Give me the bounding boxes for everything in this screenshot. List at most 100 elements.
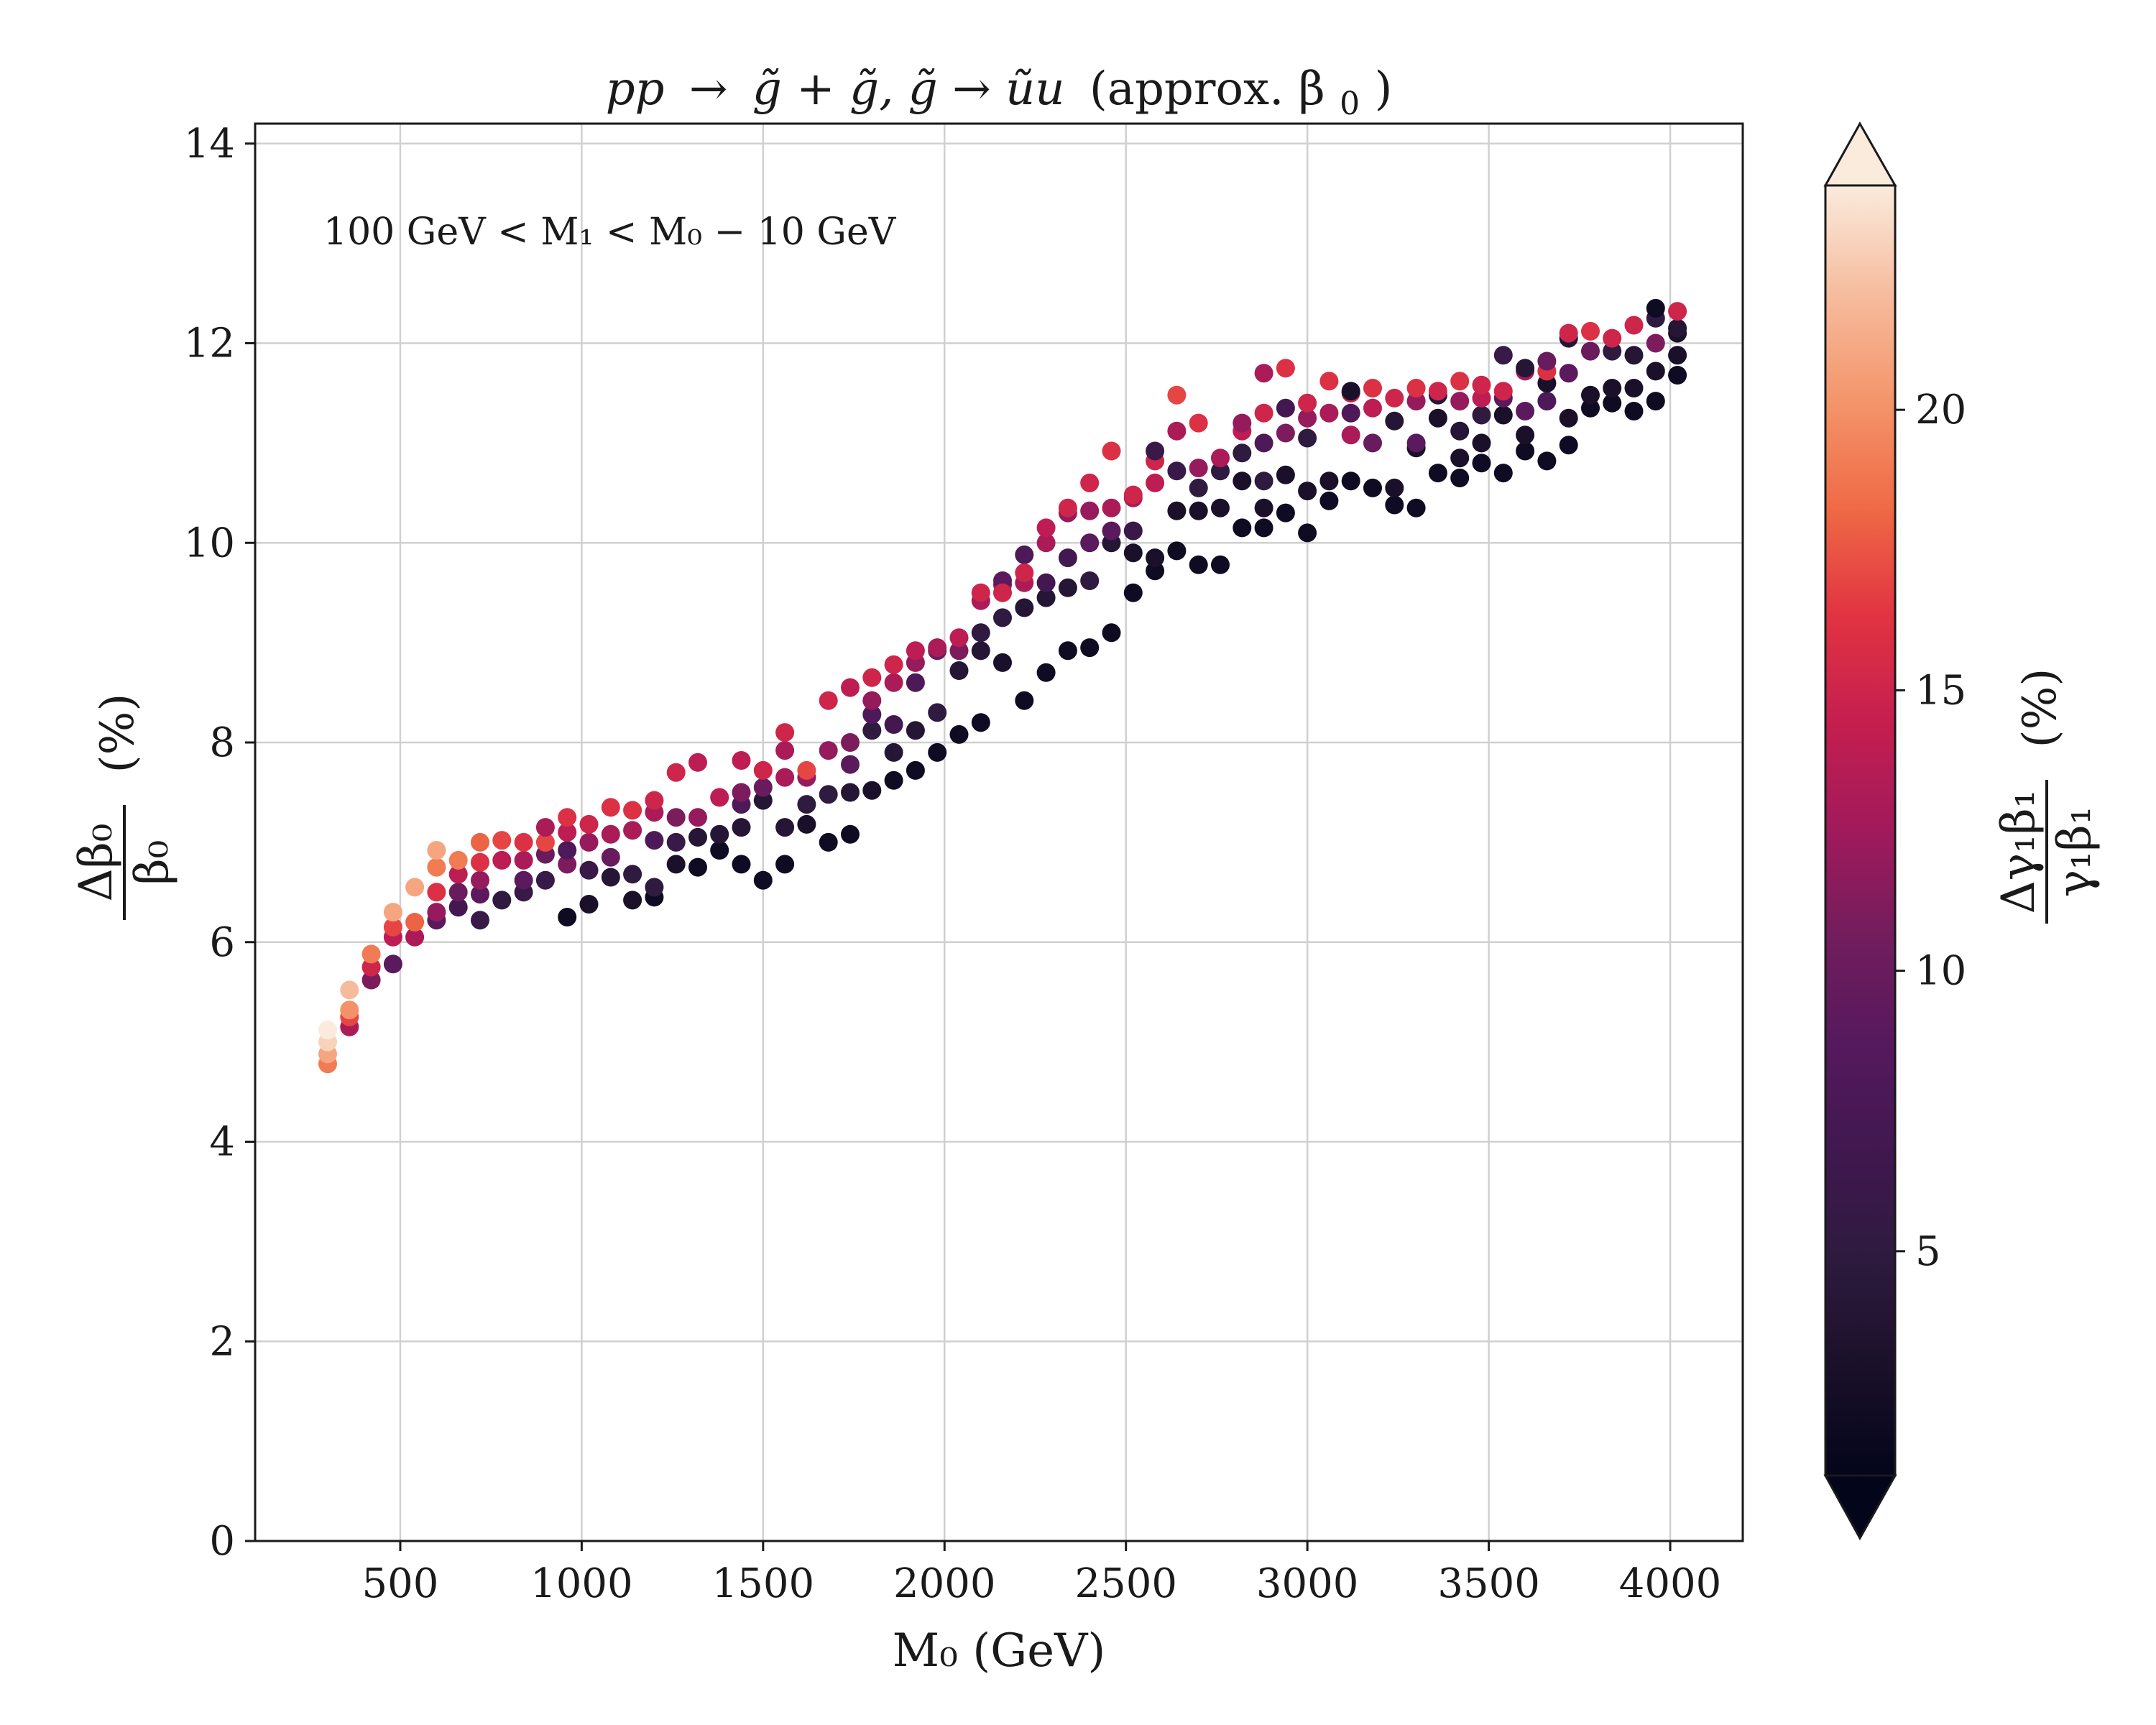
data-point	[361, 970, 381, 990]
data-point	[971, 623, 990, 643]
x-tick-label: 2500	[1074, 1560, 1177, 1607]
data-point	[1189, 555, 1208, 574]
data-point	[1516, 441, 1535, 461]
data-point	[623, 821, 642, 840]
data-point	[993, 653, 1012, 672]
data-point	[1450, 469, 1470, 487]
data-point	[1668, 346, 1687, 365]
data-point	[1036, 573, 1056, 592]
colorbar-extend-top	[1823, 121, 1897, 187]
data-point	[1233, 413, 1252, 433]
data-point	[427, 841, 446, 860]
x-tick-label: 3000	[1256, 1560, 1359, 1607]
data-point	[753, 870, 773, 890]
data-point	[1428, 464, 1447, 483]
y-axis-title-den: β₀	[126, 840, 179, 886]
data-point	[1189, 501, 1208, 520]
data-point	[1537, 351, 1557, 371]
data-point	[841, 755, 860, 774]
data-point	[1146, 441, 1165, 461]
y-tick-label: 6	[209, 919, 235, 966]
data-point	[841, 783, 860, 802]
data-point	[1559, 364, 1578, 383]
data-point	[383, 903, 402, 922]
data-point	[949, 628, 969, 648]
data-point	[1646, 362, 1665, 381]
data-point	[666, 763, 686, 782]
data-point	[1341, 382, 1360, 401]
colorbar-title-num: Δγ₁β₁	[1992, 790, 2045, 914]
data-point	[710, 788, 729, 807]
data-point	[1254, 433, 1273, 453]
data-point	[1167, 461, 1187, 481]
data-point	[841, 733, 860, 752]
data-point	[1385, 411, 1404, 431]
data-point	[1363, 433, 1382, 453]
data-point	[732, 783, 751, 802]
y-tick-label: 10	[184, 520, 235, 566]
data-point	[775, 741, 795, 760]
annotation: 100 GeV < M₁ < M₀ − 10 GeV	[323, 211, 897, 254]
data-point	[688, 857, 707, 877]
data-point	[1559, 436, 1578, 455]
data-point	[1211, 461, 1230, 481]
y-axis-title: Δβ₀ β₀ (%)	[70, 694, 179, 920]
data-point	[775, 818, 795, 837]
data-point	[1450, 372, 1470, 391]
data-point	[819, 785, 838, 804]
data-point	[1472, 454, 1491, 473]
data-point	[993, 608, 1012, 627]
data-point	[971, 713, 990, 732]
data-point	[862, 781, 882, 800]
data-point	[1493, 382, 1513, 401]
data-point	[1036, 663, 1056, 682]
colorbar-ticks: 5 10 15 20	[1895, 387, 1966, 1275]
data-point	[1276, 398, 1295, 418]
chart-title: pp → g̃ + g̃, g̃ → ũu (approx. β 0 )	[606, 63, 1393, 126]
data-point	[862, 705, 882, 724]
data-point	[1080, 571, 1100, 590]
data-point	[361, 957, 381, 977]
data-point	[558, 823, 577, 842]
data-point	[1036, 533, 1056, 553]
data-points	[318, 298, 1687, 1074]
data-point	[732, 751, 751, 770]
x-axis: 500 1000 1500 2000 2500 3000 3500 4000	[362, 1541, 1721, 1607]
data-point	[1080, 473, 1100, 492]
data-point	[1102, 498, 1121, 518]
data-point	[884, 655, 903, 674]
data-point	[797, 795, 816, 814]
data-point	[558, 808, 577, 827]
data-point	[1167, 385, 1187, 405]
data-point	[666, 855, 686, 874]
data-point	[1276, 503, 1295, 523]
data-point	[623, 865, 642, 884]
data-point	[1319, 491, 1339, 510]
data-point	[710, 824, 729, 844]
data-point	[1058, 578, 1077, 597]
data-point	[1298, 393, 1317, 413]
data-point	[841, 824, 860, 844]
data-point	[471, 911, 489, 930]
data-point	[1516, 359, 1535, 378]
y-tick-label: 4	[209, 1119, 235, 1166]
data-point	[1406, 379, 1426, 397]
x-axis-title: M₀ (GeV)	[893, 1624, 1106, 1678]
data-point	[1385, 495, 1404, 515]
data-point	[819, 691, 838, 710]
data-point	[1015, 563, 1034, 582]
data-point	[1472, 433, 1491, 453]
data-point	[862, 721, 882, 740]
data-point	[710, 841, 729, 860]
data-point	[688, 808, 707, 827]
colorbar: 5 10 15 20 Δγ₁β₁ γ₁β₁ (%)	[1823, 121, 2101, 1541]
data-point	[579, 895, 599, 914]
data-point	[1233, 443, 1252, 463]
y-axis-title-unit: (%)	[91, 694, 144, 773]
data-point	[775, 723, 795, 742]
data-point	[623, 801, 642, 820]
data-point	[318, 1021, 337, 1039]
data-point	[1167, 541, 1187, 561]
data-point	[1189, 459, 1208, 478]
data-point	[471, 885, 489, 904]
